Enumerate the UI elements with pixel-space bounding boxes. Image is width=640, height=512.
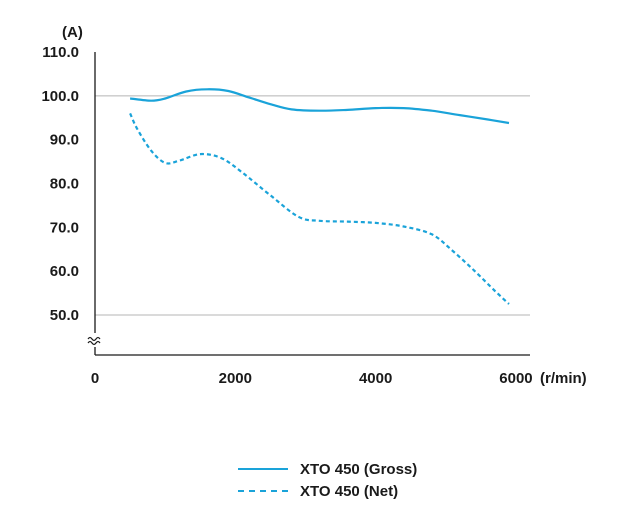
legend-swatch-dashed (238, 490, 288, 492)
legend-item-net: XTO 450 (Net) (238, 480, 417, 502)
y-tick-label: 50.0 (50, 307, 79, 324)
y-tick-label: 100.0 (41, 88, 79, 105)
x-tick-label: 0 (91, 370, 99, 387)
y-unit-label: (A) (62, 24, 83, 41)
axis-break-icon (87, 333, 102, 347)
x-tick-label: 2000 (219, 370, 252, 387)
y-tick-label: 60.0 (50, 263, 79, 280)
axes: (A) (r/min) (62, 24, 587, 387)
legend-swatch-solid (238, 468, 288, 470)
y-tick-label: 90.0 (50, 132, 79, 149)
y-tick-label: 70.0 (50, 219, 79, 236)
gridlines (95, 95, 530, 316)
series-line-gross (129, 88, 510, 125)
series-lines (129, 88, 510, 305)
legend-item-gross: XTO 450 (Gross) (238, 458, 417, 480)
y-tick-label: 110.0 (42, 44, 79, 61)
x-unit-label: (r/min) (540, 370, 587, 387)
series-line-net (129, 112, 510, 305)
tick-labels: 50.0 60.0 70.0 80.0 90.0 100.0 110.0 0 2000 4000 6… (41, 44, 532, 387)
x-tick-label: 4000 (359, 370, 392, 387)
legend-label: XTO 450 (Gross) (300, 460, 418, 478)
legend-label: XTO 450 (Net) (300, 482, 399, 500)
legend: XTO 450 (Gross) XTO 450 (Net) (238, 458, 417, 502)
y-tick-label: 80.0 (50, 176, 79, 193)
x-tick-label: 6000 (499, 370, 532, 387)
